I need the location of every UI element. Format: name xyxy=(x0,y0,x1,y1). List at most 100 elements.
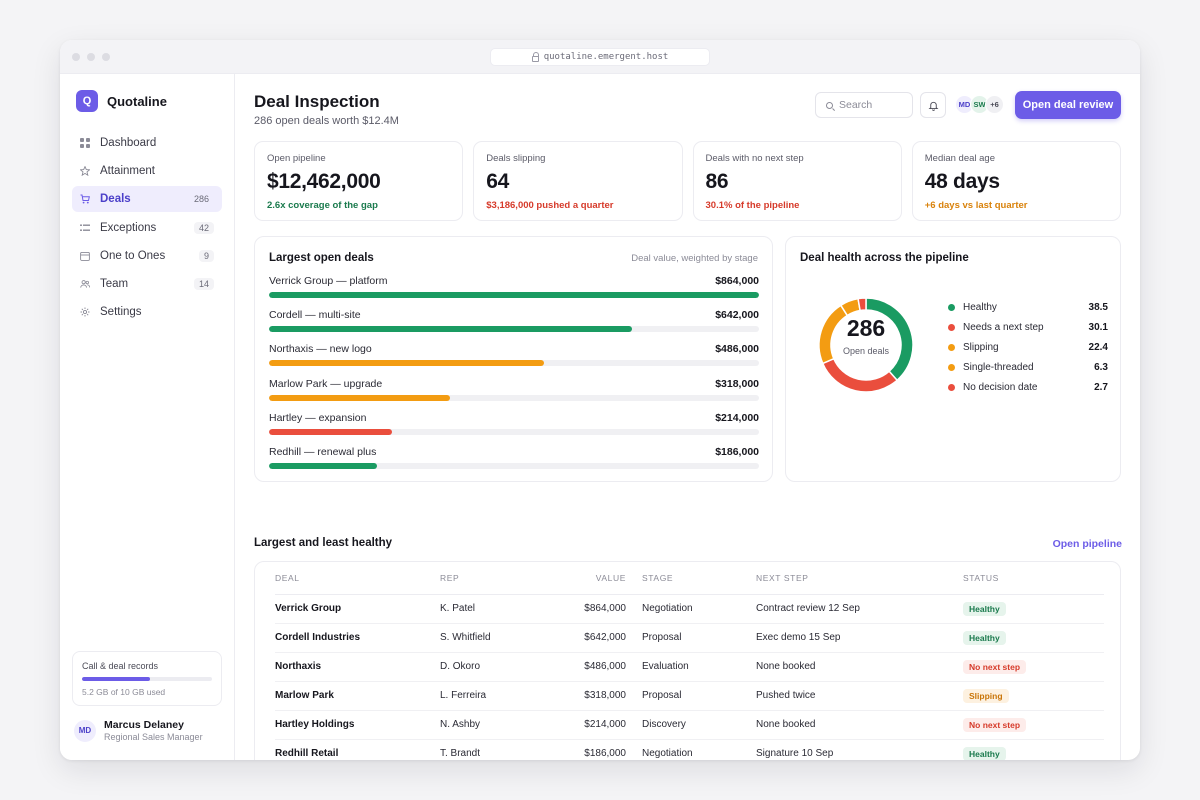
deal-bar-value: $486,000 xyxy=(715,343,759,356)
legend-item[interactable]: Needs a next step 30.1 xyxy=(948,317,1108,337)
kpi-delta: $3,186,000 pushed a quarter xyxy=(486,200,614,211)
sidebar-item-attainment[interactable]: Attainment xyxy=(72,158,222,184)
list-icon xyxy=(80,223,90,233)
status-badge: Healthy xyxy=(963,746,1006,760)
table-row[interactable]: Northaxis D. Okoro $486,000 Evaluation None … xyxy=(275,652,1104,682)
deal-bar-fill xyxy=(269,462,377,469)
sidebar-item-label: Deals xyxy=(100,193,131,206)
legend-item[interactable]: No decision date 2.7 xyxy=(948,377,1108,397)
table-row[interactable]: Hartley Holdings N. Ashby $214,000 Discover… xyxy=(275,710,1104,740)
sidebar-item-settings[interactable]: Settings xyxy=(72,299,222,325)
sidebar-item-deals[interactable]: Deals 286 xyxy=(72,186,222,213)
table-header-row: DEAL REP VALUE STAGE NEXT STEP STATUS xyxy=(275,562,1104,595)
legend-swatch xyxy=(948,383,955,391)
kpi-card[interactable]: Open pipeline $12,462,000 2.6x coverage of… xyxy=(254,141,464,221)
sidebar-nav: Dashboard Attainment Deals 286 Exceptions 42 O… xyxy=(72,130,222,327)
kpi-delta: 30.1% of the pipeline xyxy=(705,200,800,211)
kpi-card[interactable]: Deals with no next step 86 30.1% of the pi… xyxy=(692,141,902,221)
address-bar[interactable]: quotaline.emergent.host xyxy=(490,48,710,66)
deal-bar-row[interactable]: Cordell — multi-site $642,000 xyxy=(269,309,759,343)
avatar: MD xyxy=(74,719,96,742)
next-step-cell: Contract review 12 Sep xyxy=(756,594,963,624)
table-row[interactable]: Cordell Industries S. Whitfield $642,000 Pr… xyxy=(275,623,1104,653)
table-row[interactable]: Redhill Retail T. Brandt $186,000 Negotiati… xyxy=(275,739,1104,760)
notifications-button[interactable] xyxy=(920,92,946,118)
table-row[interactable]: Marlow Park L. Ferreira $318,000 Proposal Pu… xyxy=(275,681,1104,711)
deal-bar-row[interactable]: Marlow Park — upgrade $318,000 xyxy=(269,378,759,412)
avatar-overflow: +6 xyxy=(985,95,1004,114)
open-deal-review-button[interactable]: Open deal review xyxy=(1015,91,1121,119)
donut-slice-needs-a-next-step[interactable] xyxy=(821,357,899,393)
column-header[interactable]: DEAL xyxy=(275,562,440,595)
sidebar-item-dashboard[interactable]: Dashboard xyxy=(72,130,222,156)
minimize-dot[interactable] xyxy=(87,53,95,61)
column-header[interactable]: NEXT STEP xyxy=(756,562,963,595)
table-row[interactable]: Verrick Group K. Patel $864,000 Negotiation… xyxy=(275,594,1104,624)
count-badge: 9 xyxy=(198,249,214,262)
count-badge: 286 xyxy=(193,194,209,205)
deal-name-cell[interactable]: Marlow Park xyxy=(275,681,440,711)
sidebar-item-label: Attainment xyxy=(100,165,155,178)
app-window: quotaline.emergent.host Q Quotaline Dash… xyxy=(60,40,1140,760)
kpi-value: 64 xyxy=(486,170,510,193)
legend-value: 22.4 xyxy=(1088,341,1108,353)
column-header[interactable]: VALUE xyxy=(540,562,642,595)
sidebar-item-one-to-ones[interactable]: One to Ones 9 xyxy=(72,243,222,269)
deal-bar-row[interactable]: Hartley — expansion $214,000 xyxy=(269,412,759,446)
next-step-cell: Pushed twice xyxy=(756,681,963,711)
donut-slice-no-decision-date[interactable] xyxy=(857,297,867,312)
legend-value: 6.3 xyxy=(1094,361,1108,373)
legend-item[interactable]: Single-threaded 6.3 xyxy=(948,357,1108,377)
deal-bar-label: Redhill — renewal plus xyxy=(269,445,377,458)
kpi-card[interactable]: Deals slipping 64 $3,186,000 pushed a quar… xyxy=(473,141,683,221)
user-profile[interactable]: MD Marcus Delaney Regional Sales Manager xyxy=(74,719,203,742)
deal-bar-row[interactable]: Redhill — renewal plus $186,000 xyxy=(269,446,759,480)
maximize-dot[interactable] xyxy=(102,53,110,61)
count-badge: 42 xyxy=(193,221,214,234)
deal-name-cell[interactable]: Hartley Holdings xyxy=(275,710,440,740)
legend-item[interactable]: Healthy 38.5 xyxy=(948,297,1108,317)
deals-table: DEAL REP VALUE STAGE NEXT STEP STATUS Ve… xyxy=(275,562,1104,760)
storage-card: Call & deal records 5.2 GB of 10 GB used xyxy=(72,651,222,706)
rep-cell: L. Ferreira xyxy=(440,681,540,711)
url-text: quotaline.emergent.host xyxy=(543,52,669,62)
gear-icon xyxy=(80,307,90,317)
column-header[interactable]: STAGE xyxy=(642,562,756,595)
stage-cell: Evaluation xyxy=(642,652,756,682)
deal-name-cell[interactable]: Verrick Group xyxy=(275,594,440,624)
stage-cell: Discovery xyxy=(642,710,756,740)
legend-swatch xyxy=(948,303,955,311)
sidebar-item-team[interactable]: Team 14 xyxy=(72,271,222,297)
legend-label: Slipping xyxy=(963,341,999,353)
kpi-label: Median deal age xyxy=(924,153,995,164)
sidebar-item-exceptions[interactable]: Exceptions 42 xyxy=(72,215,222,241)
status-cell: Healthy xyxy=(963,594,1104,624)
search-input[interactable]: Search xyxy=(815,92,913,118)
rep-cell: S. Whitfield xyxy=(440,623,540,653)
collaborator-avatars[interactable]: MD SW +6 xyxy=(955,95,1004,114)
close-dot[interactable] xyxy=(72,53,80,61)
deal-name-cell[interactable]: Northaxis xyxy=(275,652,440,682)
legend-value: 38.5 xyxy=(1088,301,1108,313)
deal-bar-fill xyxy=(269,428,392,435)
card-title: Deal health across the pipeline xyxy=(800,252,969,264)
cart-icon xyxy=(80,194,90,204)
deal-name-cell[interactable]: Cordell Industries xyxy=(275,623,440,653)
brand-logo: Q xyxy=(76,90,98,112)
kpi-card[interactable]: Median deal age 48 days +6 days vs last qu… xyxy=(911,141,1121,221)
page-subtitle: 286 open deals worth $12.4M xyxy=(254,115,399,127)
column-header[interactable]: REP xyxy=(440,562,540,595)
value-cell: $486,000 xyxy=(540,652,642,682)
grid-icon xyxy=(80,138,90,148)
deal-name-cell[interactable]: Redhill Retail xyxy=(275,748,339,760)
largest-deals-card: Largest open deals Deal value, weighted … xyxy=(254,236,773,482)
legend-swatch xyxy=(948,363,955,371)
deal-bar-row[interactable]: Northaxis — new logo $486,000 xyxy=(269,343,759,377)
brand[interactable]: Q Quotaline xyxy=(76,90,167,112)
column-header[interactable]: STATUS xyxy=(963,562,1104,595)
rep-cell: K. Patel xyxy=(440,594,540,624)
deal-bar-value: $214,000 xyxy=(715,411,759,424)
open-pipeline-link[interactable]: Open pipeline xyxy=(1052,538,1122,550)
deal-bar-row[interactable]: Verrick Group — platform $864,000 xyxy=(269,275,759,309)
legend-item[interactable]: Slipping 22.4 xyxy=(948,337,1108,357)
